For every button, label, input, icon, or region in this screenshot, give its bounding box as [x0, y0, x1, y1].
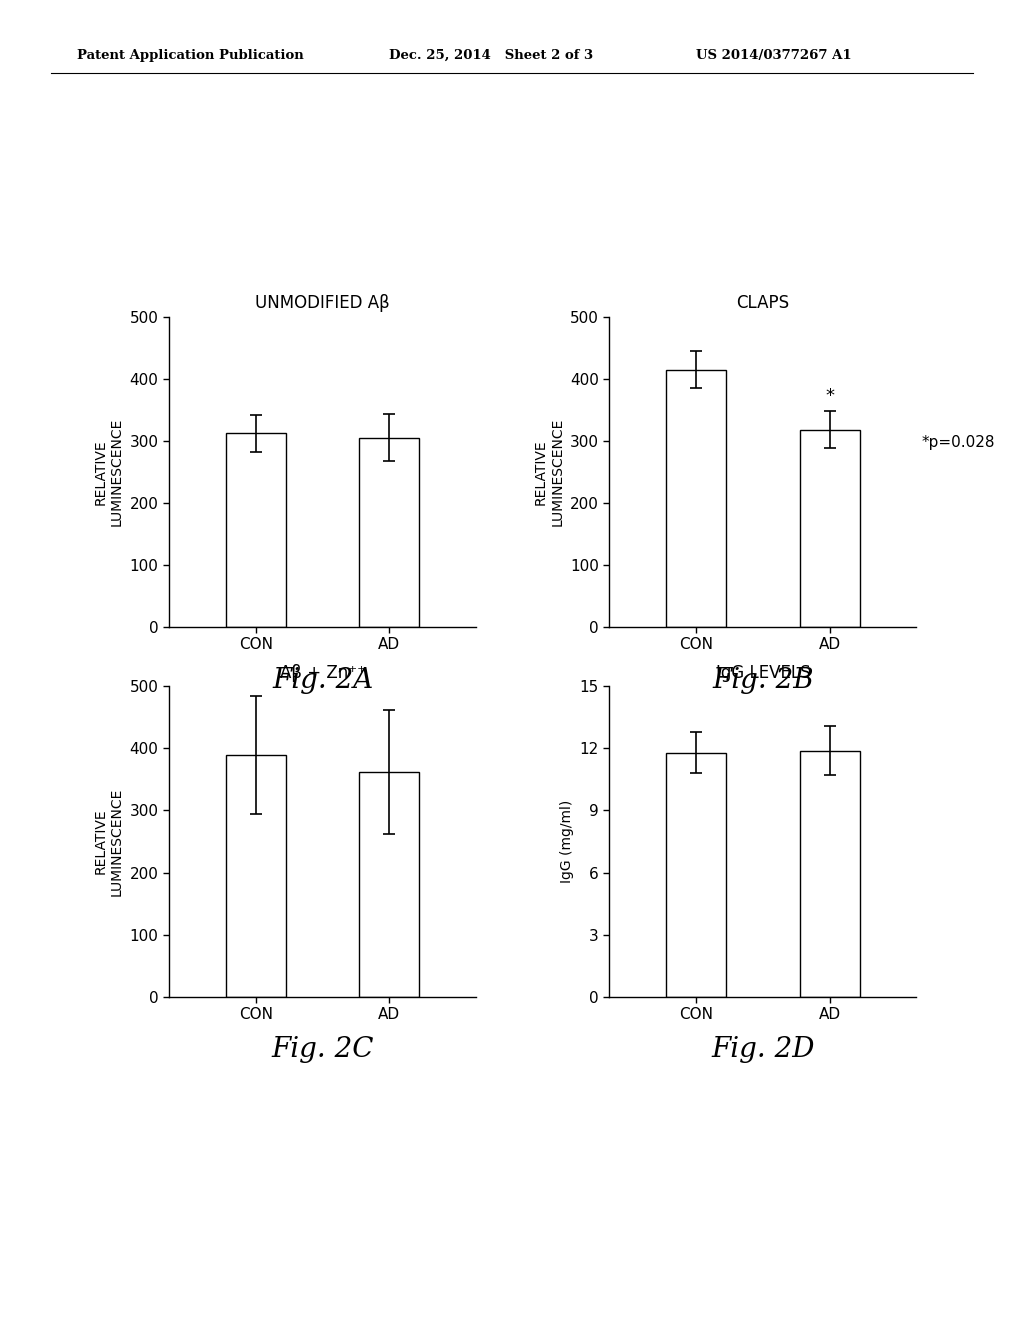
- Bar: [225, 755, 286, 997]
- Text: Dec. 25, 2014   Sheet 2 of 3: Dec. 25, 2014 Sheet 2 of 3: [389, 49, 593, 62]
- Title: UNMODIFIED Aβ: UNMODIFIED Aβ: [255, 294, 390, 313]
- Title: Aβ + Zn⁺⁺: Aβ + Zn⁺⁺: [280, 664, 366, 682]
- Bar: [359, 438, 420, 627]
- Text: *p=0.028: *p=0.028: [922, 436, 995, 450]
- Text: *: *: [825, 387, 835, 405]
- Bar: [666, 370, 726, 627]
- Text: Fig. 2B: Fig. 2B: [712, 667, 814, 693]
- Bar: [666, 752, 726, 997]
- Text: Fig. 2D: Fig. 2D: [711, 1036, 815, 1063]
- Title: CLAPS: CLAPS: [736, 294, 790, 313]
- Y-axis label: IgG (mg/ml): IgG (mg/ml): [560, 800, 574, 883]
- Y-axis label: RELATIVE
LUMINESCENCE: RELATIVE LUMINESCENCE: [94, 787, 124, 896]
- Text: Fig. 2C: Fig. 2C: [271, 1036, 374, 1063]
- Y-axis label: RELATIVE
LUMINESCENCE: RELATIVE LUMINESCENCE: [94, 417, 124, 527]
- Bar: [225, 433, 286, 627]
- Text: US 2014/0377267 A1: US 2014/0377267 A1: [696, 49, 852, 62]
- Text: Fig. 2A: Fig. 2A: [272, 667, 373, 693]
- Text: Patent Application Publication: Patent Application Publication: [77, 49, 303, 62]
- Bar: [800, 430, 860, 627]
- Y-axis label: RELATIVE
LUMINESCENCE: RELATIVE LUMINESCENCE: [535, 417, 564, 527]
- Bar: [800, 751, 860, 997]
- Bar: [359, 772, 420, 997]
- Title: IgG LEVELS: IgG LEVELS: [716, 664, 810, 682]
